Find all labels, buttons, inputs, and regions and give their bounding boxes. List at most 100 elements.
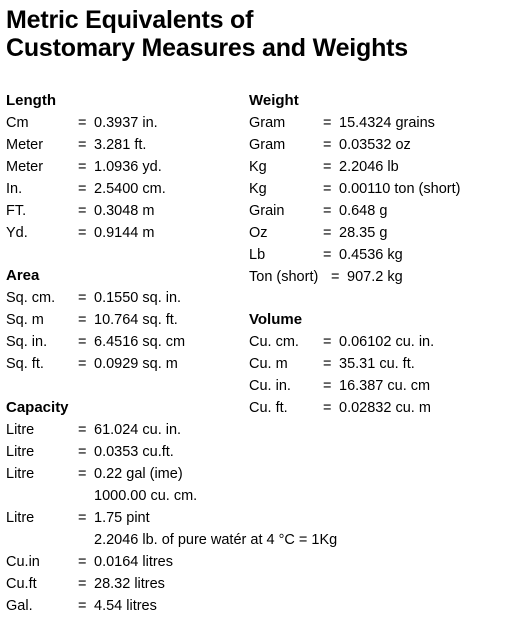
equals-sign: = [323,115,332,131]
equivalent-value: 35.31 cu. ft. [339,356,415,372]
length-row: Yd. = 0.9144 m [6,222,256,244]
unit-label: Kg [249,181,267,197]
unit-label: Lb [249,247,266,263]
unit-label: Litre [6,466,35,482]
equals-sign: = [78,334,87,350]
equivalent-value: 0.648 g [339,203,388,219]
equivalent-value: 0.03532 oz [339,137,411,153]
equals-sign: = [323,181,332,197]
equals-sign: = [78,290,87,306]
equivalent-value: 28.35 g [339,225,388,241]
unit-label: Kg [249,159,267,175]
unit-label: Meter [6,137,44,153]
equals-sign: = [78,115,87,131]
area-section: Area Sq. cm. = 0.1550 sq. in. Sq. m = 10.764 … [6,265,256,375]
equals-sign: = [78,312,87,328]
equals-sign: = [323,334,332,350]
unit-label: Cu. cm. [249,334,299,350]
weight-heading: Weight [249,92,299,109]
equivalent-value: 4.54 litres [94,598,157,614]
equivalent-value: 0.1550 sq. in. [94,290,182,306]
capacity-row: Litre = 0.22 gal (ime) [6,463,406,485]
equals-sign: = [323,225,332,241]
unit-label: Grain [249,203,285,219]
equals-sign: = [78,356,87,372]
volume-row: Cu. in. = 16.387 cu. cm [249,375,519,397]
equivalent-value: 15.4324 grains [339,115,435,131]
length-section: Length Cm = 0.3937 in. Meter = 3.281 ft. Meter… [6,90,256,244]
volume-heading: Volume [249,311,303,328]
equals-sign: = [323,137,332,153]
equivalent-value: 0.4536 kg [339,247,403,263]
equals-sign: = [323,247,332,263]
unit-label: Cu. in. [249,378,291,394]
equivalent-value: 6.4516 sq. cm [94,334,186,350]
equivalent-value: 0.0164 litres [94,554,173,570]
weight-row: Lb = 0.4536 kg [249,244,519,266]
unit-label: Litre [6,444,35,460]
capacity-row: Litre = 1.75 pint [6,507,406,529]
unit-label: Meter [6,159,44,175]
equals-sign: = [78,598,87,614]
area-row: Sq. cm. = 0.1550 sq. in. [6,287,256,309]
weight-row: Oz = 28.35 g [249,222,519,244]
equals-sign: = [78,444,87,460]
capacity-row: Cu.ft = 28.32 litres [6,573,406,595]
equivalent-value: 0.3048 m [94,203,155,219]
unit-label: Gal. [6,598,33,614]
equals-sign: = [323,203,332,219]
area-heading: Area [6,267,40,284]
unit-label: Oz [249,225,268,241]
unit-label: In. [6,181,23,197]
capacity-row: 2.2046 lb. of pure watér at 4 °C = 1Kg [6,529,406,551]
unit-label: Gram [249,115,286,131]
weight-row: Gram = 0.03532 oz [249,134,519,156]
unit-label: Litre [6,510,35,526]
equivalent-value: 1000.00 cu. cm. [94,488,198,504]
unit-label: Cu.ft [6,576,37,592]
equals-sign: = [78,554,87,570]
equals-sign: = [323,159,332,175]
equals-sign: = [78,576,87,592]
unit-label: Sq. in. [6,334,48,350]
volume-section: Volume Cu. cm. = 0.06102 cu. in. Cu. m = 35.3… [249,309,519,419]
equivalent-value: 2.2046 lb. of pure watér at 4 °C = 1Kg [94,532,338,548]
equivalent-value: 0.02832 cu. m [339,400,431,416]
capacity-row: Cu.in = 0.0164 litres [6,551,406,573]
unit-label: Litre [6,422,35,438]
equivalent-value: 0.06102 cu. in. [339,334,435,350]
equals-sign: = [78,137,87,153]
length-row: FT. = 0.3048 m [6,200,256,222]
equals-sign: = [78,225,87,241]
capacity-heading: Capacity [6,399,69,416]
equals-sign: = [323,356,332,372]
length-row: Meter = 3.281 ft. [6,134,256,156]
length-row: In. = 2.5400 cm. [6,178,256,200]
equivalent-value: 61.024 cu. in. [94,422,182,438]
equivalent-value: 0.0929 sq. m [94,356,178,372]
length-row: Meter = 1.0936 yd. [6,156,256,178]
equals-sign: = [78,422,87,438]
equals-sign: = [331,269,340,285]
equivalent-value: 0.3937 in. [94,115,158,131]
unit-label: Cu. ft. [249,400,288,416]
equivalent-value: 0.0353 cu.ft. [94,444,174,460]
equivalent-value: 28.32 litres [94,576,165,592]
weight-row: Grain = 0.648 g [249,200,519,222]
equivalent-value: 2.2046 lb [339,159,399,175]
equals-sign: = [323,378,332,394]
weight-row: Kg = 2.2046 lb [249,156,519,178]
capacity-section: Capacity Litre = 61.024 cu. in. Litre = 0.035… [6,397,406,617]
weight-row: Kg = 0.00110 ton (short) [249,178,519,200]
unit-label: Ton (short) [249,269,319,285]
equivalent-value: 2.5400 cm. [94,181,166,197]
unit-label: Cm [6,115,29,131]
unit-label: Sq. m [6,312,44,328]
area-row: Sq. in. = 6.4516 sq. cm [6,331,256,353]
title-line-2: Customary Measures and Weights [6,34,408,62]
unit-label: Yd. [6,225,28,241]
length-heading: Length [6,92,56,109]
weight-section: Weight Gram = 15.4324 grains Gram = 0.03532 o… [249,90,519,288]
capacity-row: Gal. = 4.54 litres [6,595,406,617]
equals-sign: = [78,181,87,197]
